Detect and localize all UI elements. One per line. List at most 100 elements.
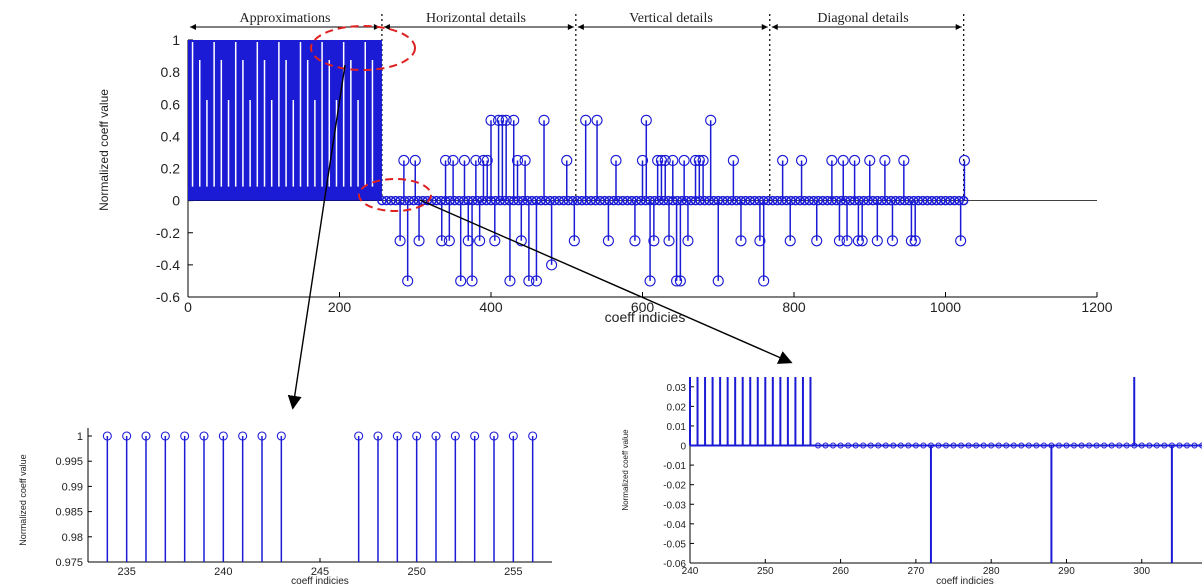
zoom-left-y-tick-label: 0.98 [62, 532, 83, 544]
main-y-tick-label: 1 [172, 32, 180, 48]
detail-stem-marker [856, 235, 868, 247]
zero-coefficient-marker [777, 195, 787, 206]
zoom-right-x-tick-label: 270 [908, 566, 925, 577]
detail-stem-marker [443, 235, 455, 247]
detail-stem-marker [489, 235, 501, 247]
approximation-band [188, 40, 382, 201]
main-x-tick-label: 400 [479, 299, 503, 315]
zero-coefficient-marker [522, 195, 533, 206]
zoom-left-stem-marker [412, 431, 422, 441]
zero-coefficient-marker [799, 195, 810, 206]
zoom-right-zero-marker [1086, 442, 1093, 449]
detail-stem-marker [511, 154, 524, 167]
zoom-right-zero-marker [830, 442, 837, 449]
zoom-right-zero-marker [1191, 442, 1198, 449]
zoom-left-chart: 235 240 245 250 2550.9750.980.9850.990.9951 … [18, 428, 552, 587]
detail-stem-marker [655, 154, 667, 167]
zero-coefficient-marker [545, 195, 555, 206]
detail-stem-marker [591, 114, 603, 126]
detail-stem-marker [398, 154, 410, 167]
detail-stem-marker [659, 154, 671, 167]
zoom-left-x-axis-label: coeff indicies [291, 576, 349, 587]
main-y-tick-label: -0.2 [156, 225, 180, 241]
detail-stem-marker [898, 154, 910, 167]
detail-stem-marker [515, 235, 527, 247]
zoom-right-y-tick-label: -0.06 [663, 559, 686, 570]
detail-stem-marker [955, 235, 967, 247]
zoom-right-zero-marker [882, 442, 889, 449]
zero-coefficient-marker [858, 195, 869, 206]
zoom-right-x-tick-label: 250 [757, 566, 774, 577]
zero-coefficient-marker [804, 195, 814, 206]
zoom-left-stem-marker [276, 431, 286, 441]
zero-coefficient-marker [745, 195, 755, 206]
detail-stem-marker [568, 235, 580, 247]
detail-stem-marker [394, 235, 406, 247]
zoom-right-y-tick-label: -0.05 [663, 539, 686, 550]
zero-coefficient-marker [590, 195, 601, 206]
detail-stem-marker [796, 154, 808, 167]
zero-coefficient-marker [727, 195, 737, 206]
detail-stem-marker [519, 154, 531, 167]
zero-coefficient-marker [518, 195, 528, 206]
zero-coefficient-marker [554, 195, 564, 206]
zero-coefficient-marker [772, 195, 783, 206]
zoom-left-stem-marker [122, 431, 132, 441]
detail-stem-marker [826, 154, 838, 167]
zoom-left-stem-marker [160, 431, 170, 441]
zoom-right-chart: 240 250 260 270 280 290 300 -0.06 -0.05 -0.04 -0.0… [621, 377, 1202, 587]
zero-coefficient-marker [918, 195, 928, 206]
zero-coefficient-marker [613, 195, 624, 206]
zero-coefficient-marker [927, 195, 937, 206]
zoom-right-y-axis-label: Normalized coeff value [621, 429, 630, 511]
zoom-right-zero-marker [1033, 442, 1040, 449]
zoom-right-zero-marker [1183, 442, 1190, 449]
section-label-vertical-details: Vertical details [629, 11, 713, 26]
zoom-right-zero-marker [897, 442, 904, 449]
zoom-left-y-tick-label: 0.975 [55, 557, 83, 569]
zoom-left-x-tick-label: 240 [214, 566, 232, 578]
zoom-right-zero-marker [1153, 442, 1160, 449]
zero-coefficient-marker [931, 195, 942, 206]
detail-stem-marker [648, 235, 660, 247]
zoom-right-axes: 240 250 260 270 280 290 300 -0.06 -0.05 -0.04 -0.0… [663, 377, 1202, 577]
zero-coefficient-marker [477, 195, 487, 206]
zero-coefficient-marker [449, 195, 460, 206]
main-x-tick-label: 800 [782, 299, 806, 315]
detail-stem-marker [493, 114, 505, 126]
detail-stem-marker [644, 275, 656, 287]
zoom-left-stem-marker [180, 431, 190, 441]
zoom-left-stem-marker [373, 431, 383, 441]
zero-coefficient-marker [408, 195, 419, 206]
zoom-right-zero-marker [935, 442, 942, 449]
zero-coefficient-marker [945, 195, 955, 206]
detail-stem-marker [667, 154, 679, 167]
section-label-diagonal-details: Diagonal details [817, 11, 908, 26]
detail-stem-marker [485, 114, 497, 126]
zero-coefficient-marker [954, 195, 964, 206]
zero-coefficient-marker [472, 195, 483, 206]
zoom-right-y-tick-label: 0.01 [667, 422, 687, 433]
zoom-right-zero-marker [958, 442, 965, 449]
zoom-right-zero-marker [965, 442, 972, 449]
main-y-tick-label: -0.6 [156, 289, 180, 305]
zero-coefficient-marker [940, 195, 951, 206]
main-x-tick-label: 600 [631, 299, 655, 315]
main-x-tick-label: 1000 [930, 299, 961, 315]
zero-coefficient-marker [922, 195, 933, 206]
zoom-left-stem-marker [257, 431, 267, 441]
zero-coefficient-marker [604, 195, 614, 206]
zoom-right-zero-marker [1063, 442, 1070, 449]
zero-coefficient-marker [627, 195, 637, 206]
detail-stem-marker [409, 154, 421, 167]
zero-coefficient-marker [549, 195, 560, 206]
zero-coefficient-marker [936, 195, 946, 206]
detail-stem-marker [652, 154, 664, 167]
detail-stem-marker [811, 235, 823, 247]
zero-coefficient-marker [381, 195, 392, 206]
detail-stem-marker [663, 235, 675, 247]
detail-stem-marker [538, 114, 550, 126]
zoom-right-zero-marker [815, 442, 821, 449]
detail-stem-marker [682, 235, 694, 247]
